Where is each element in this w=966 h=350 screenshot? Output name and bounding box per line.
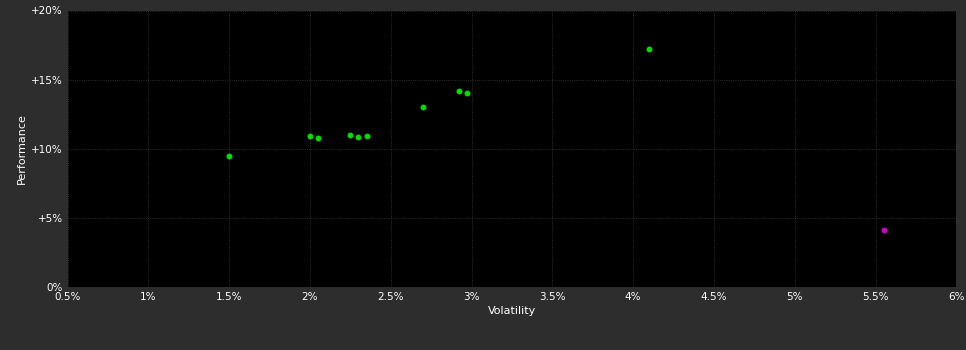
Y-axis label: Performance: Performance <box>16 113 27 184</box>
Point <box>415 105 431 110</box>
Point <box>302 133 318 139</box>
Point <box>459 90 474 96</box>
X-axis label: Volatility: Volatility <box>488 306 536 316</box>
Point <box>351 134 366 140</box>
Point <box>343 132 358 138</box>
Point <box>310 135 326 140</box>
Point <box>876 228 892 233</box>
Point <box>358 133 374 139</box>
Point <box>451 88 467 93</box>
Point <box>641 47 657 52</box>
Point <box>221 153 237 159</box>
